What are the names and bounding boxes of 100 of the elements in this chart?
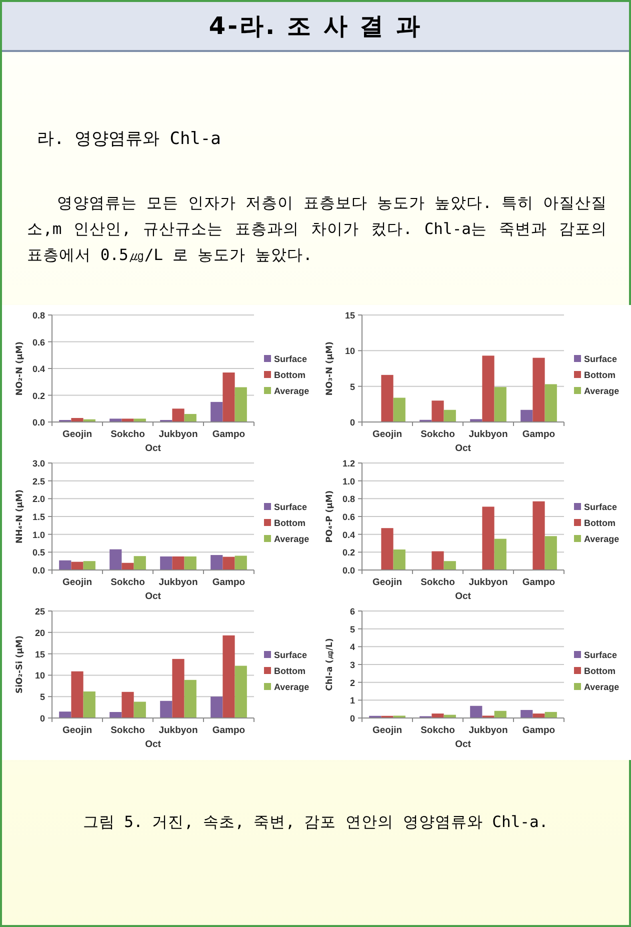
- x-tick-label: Jukbyon: [468, 725, 508, 736]
- legend-label: Average: [274, 534, 310, 544]
- bar: [234, 666, 247, 718]
- y-tick-label: 3: [350, 660, 355, 670]
- bar: [532, 501, 545, 570]
- bar: [184, 680, 196, 718]
- legend-label: Bottom: [274, 518, 306, 528]
- bar: [210, 555, 223, 570]
- y-tick-label: 10: [344, 346, 355, 356]
- y-tick-label: 6: [350, 606, 355, 616]
- bar: [172, 408, 184, 422]
- bar: [432, 551, 444, 570]
- bar: [432, 400, 444, 422]
- y-tick-label: 4: [350, 642, 355, 652]
- y-tick-label: 0.0: [32, 418, 45, 428]
- x-tick-label: Gampo: [212, 429, 246, 440]
- y-tick-label: 1.5: [32, 512, 45, 522]
- x-tick-label: Jukbyon: [158, 577, 198, 588]
- bar: [110, 712, 122, 718]
- bar: [122, 562, 134, 570]
- x-tick-label: Geojin: [62, 577, 92, 588]
- bar: [222, 635, 235, 718]
- x-axis-title: Oct: [145, 591, 162, 602]
- bar: [393, 549, 406, 570]
- bar: [59, 712, 72, 718]
- y-tick-label: 0.8: [342, 494, 355, 504]
- bar: [71, 671, 84, 718]
- legend-label: Average: [584, 682, 620, 692]
- x-tick-label: Sokcho: [420, 577, 456, 588]
- bar: [210, 696, 223, 718]
- y-tick-label: 5: [40, 692, 45, 702]
- legend-label: Bottom: [274, 666, 306, 676]
- bar: [122, 418, 134, 422]
- bar: [234, 556, 247, 570]
- legend-label: Average: [274, 386, 310, 396]
- legend-label: Bottom: [274, 370, 306, 380]
- x-tick-label: Sokcho: [420, 725, 456, 736]
- y-axis-title: PO₄-P (µM): [325, 490, 335, 543]
- y-tick-label: 3.0: [32, 458, 45, 468]
- x-tick-label: Gampo: [212, 577, 246, 588]
- bar: [210, 402, 223, 422]
- bar: [494, 538, 506, 570]
- bar: [532, 714, 545, 718]
- y-axis-title: Chl-a (㎍/L): [325, 638, 335, 691]
- legend-label: Average: [274, 682, 310, 692]
- x-tick-label: Gampo: [522, 429, 556, 440]
- y-tick-label: 0.2: [342, 548, 355, 558]
- legend-label: Average: [584, 386, 620, 396]
- bar: [520, 710, 533, 718]
- legend-label: Bottom: [584, 666, 616, 676]
- bar: [444, 410, 456, 422]
- legend-label: Average: [584, 534, 620, 544]
- text: 라. 영양염류와 Chl-a: [37, 128, 221, 150]
- x-tick-label: Jukbyon: [158, 725, 198, 736]
- x-tick-label: Jukbyon: [468, 577, 508, 588]
- x-tick-label: Geojin: [372, 577, 402, 588]
- y-tick-label: 0: [350, 418, 355, 428]
- bar: [184, 556, 196, 570]
- bar: [184, 414, 196, 422]
- x-axis-title: Oct: [145, 443, 162, 454]
- x-axis-title: Oct: [145, 739, 162, 750]
- caption: 그림 5. 거진, 속초, 죽변, 감포 연안의 영양염류와 Chl-a.: [82, 812, 550, 833]
- bar: [160, 700, 172, 718]
- y-tick-label: 0.0: [32, 566, 45, 576]
- bar: [122, 692, 134, 718]
- y-tick-label: 20: [34, 628, 45, 638]
- bar: [393, 398, 406, 422]
- y-tick-label: 2: [350, 678, 355, 688]
- legend-label: Surface: [584, 650, 618, 660]
- bar: [71, 562, 84, 570]
- y-tick-label: 0: [40, 714, 45, 724]
- bar: [134, 702, 146, 718]
- bar: [172, 556, 184, 570]
- y-tick-label: 0.6: [342, 512, 355, 522]
- legend-label: Surface: [274, 650, 308, 660]
- y-tick-label: 0.0: [342, 566, 355, 576]
- y-axis-title: SiO₂-Si (µM): [15, 635, 25, 694]
- bar: [83, 561, 96, 570]
- x-tick-label: Jukbyon: [158, 429, 198, 440]
- text: 영양염류는 모든 인자가 저층이 표층보다 농도가 높았다. 특히 아질산질소,m 인산인, 규산규소는 표층과의 차이가 컸다. Chl-a는 죽변과 감포의 표층에서 0.5㎍/L 로 농도가 높았다.: [27, 193, 607, 266]
- bar: [532, 358, 545, 422]
- y-tick-label: 0: [350, 714, 355, 724]
- bar: [494, 710, 506, 718]
- x-tick-label: Geojin: [372, 429, 402, 440]
- y-tick-label: 0.2: [32, 390, 45, 401]
- legend-label: Bottom: [584, 370, 616, 380]
- y-tick-label: 2.0: [32, 494, 45, 504]
- y-tick-label: 5: [350, 382, 355, 392]
- bar: [482, 506, 494, 570]
- bar: [544, 712, 557, 718]
- x-tick-label: Geojin: [62, 429, 92, 440]
- bar: [83, 691, 96, 718]
- y-tick-label: 1.0: [32, 530, 45, 540]
- x-tick-label: Sokcho: [110, 577, 146, 588]
- bar: [71, 418, 84, 422]
- y-tick-label: 2.5: [32, 476, 45, 486]
- y-tick-label: 0.8: [32, 310, 45, 320]
- text: 4-라. 조 사 결 과: [2, 2, 629, 52]
- y-axis-title: NO₃-N (µM): [325, 341, 335, 396]
- y-tick-label: 25: [34, 606, 45, 616]
